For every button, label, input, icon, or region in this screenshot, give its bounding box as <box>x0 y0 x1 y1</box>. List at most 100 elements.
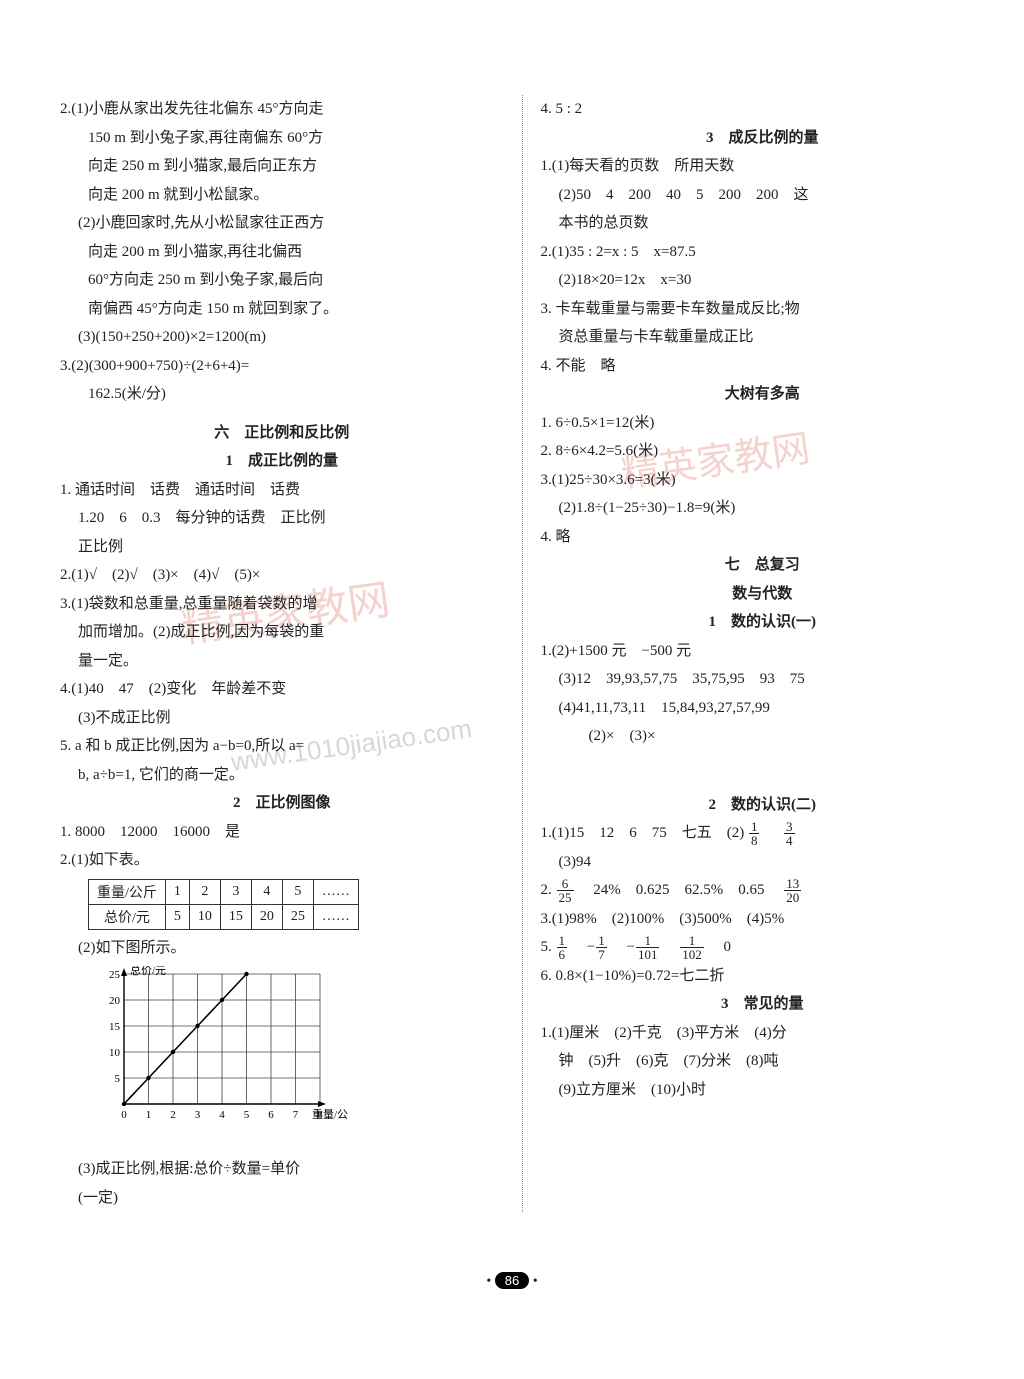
text: 2.(1)35 : 2=x : 5 x=87.5 <box>541 238 985 267</box>
table-cell: 25 <box>282 904 313 929</box>
text: 1.(2)+1500 元 −500 元 <box>541 637 985 666</box>
fraction: 625 <box>557 877 574 904</box>
text: 4. 不能 略 <box>541 352 985 381</box>
svg-text:3: 3 <box>195 1109 201 1121</box>
right-column: 4. 5 : 2 3 成反比例的量 1.(1)每天看的页数 所用天数 (2)50… <box>541 95 985 1212</box>
svg-text:7: 7 <box>293 1109 299 1121</box>
text: 1.(1)每天看的页数 所用天数 <box>541 152 985 181</box>
text: 2. <box>541 882 552 898</box>
svg-text:0: 0 <box>121 1109 127 1121</box>
numerator: 3 <box>784 820 795 834</box>
table-cell: 10 <box>189 904 220 929</box>
table-cell: 总价/元 <box>89 904 166 929</box>
text: 150 m 到小兔子家,再往南偏东 60°方 <box>60 124 504 153</box>
denominator: 25 <box>557 891 574 904</box>
text: 5. 16 −17 −1101 1102 0 <box>541 933 985 962</box>
text: (4)41,11,73,11 15,84,93,27,57,99 <box>541 694 985 723</box>
fraction: 17 <box>596 934 607 961</box>
text: (2)50 4 200 40 5 200 200 这 <box>541 181 985 210</box>
table-cell: 1 <box>165 879 189 904</box>
numerator: 6 <box>557 877 574 891</box>
text: 量一定。 <box>60 647 504 676</box>
fraction: 34 <box>784 820 795 847</box>
text: 南偏西 45°方向走 150 m 就回到家了。 <box>60 295 504 324</box>
text: 向走 200 m 就到小松鼠家。 <box>60 181 504 210</box>
text: 1. 通话时间 话费 通话时间 话费 <box>60 476 504 505</box>
text: 1. 6÷0.5×1=12(米) <box>541 409 985 438</box>
denominator: 7 <box>596 948 607 961</box>
denominator: 101 <box>636 948 660 961</box>
table-cell: 4 <box>251 879 282 904</box>
text: 2.(1)如下表。 <box>60 846 504 875</box>
text: (2)1.8÷(1−25÷30)−1.8=9(米) <box>541 494 985 523</box>
subsection-heading: 大树有多高 <box>541 380 985 409</box>
text: (3)不成正比例 <box>60 704 504 733</box>
text: 2.(1)√ (2)√ (3)× (4)√ (5)× <box>60 561 504 590</box>
text: 2. 625 24% 0.625 62.5% 0.65 1320 <box>541 876 985 905</box>
fraction: 18 <box>749 820 760 847</box>
text: (一定) <box>60 1184 504 1213</box>
page-footer: • 86 • <box>0 1272 1024 1290</box>
page-number: 86 <box>495 1272 529 1289</box>
numerator: 13 <box>784 877 801 891</box>
data-table: 重量/公斤 1 2 3 4 5 …… 总价/元 5 10 15 20 25 …… <box>88 879 359 930</box>
numerator: 1 <box>636 934 660 948</box>
text: 6. 0.8×(1−10%)=0.72=七二折 <box>541 962 985 991</box>
column-divider <box>522 95 523 1212</box>
text: 3.(1)25÷30×3.6=3(米) <box>541 466 985 495</box>
denominator: 20 <box>784 891 801 904</box>
svg-text:5: 5 <box>244 1109 250 1121</box>
numerator: 1 <box>596 934 607 948</box>
denominator: 6 <box>557 948 568 961</box>
text: 5. <box>541 939 552 955</box>
text: 1.20 6 0.3 每分钟的话费 正比例 <box>60 504 504 533</box>
text: 2.(1)小鹿从家出发先往北偏东 45°方向走 <box>60 95 504 124</box>
svg-text:1: 1 <box>146 1109 152 1121</box>
text: (2)小鹿回家时,先从小松鼠家往正西方 <box>60 209 504 238</box>
fraction: 1101 <box>636 934 660 961</box>
text: 3. 卡车载重量与需要卡车数量成反比;物 <box>541 295 985 324</box>
text: (3)12 39,93,57,75 35,75,95 93 75 <box>541 665 985 694</box>
text: 正比例 <box>60 533 504 562</box>
numerator: 1 <box>749 820 760 834</box>
subsection-heading: 2 正比例图像 <box>60 789 504 818</box>
table-cell: 15 <box>220 904 251 929</box>
text: 162.5(米/分) <box>60 380 504 409</box>
table-row: 重量/公斤 1 2 3 4 5 …… <box>89 879 359 904</box>
svg-text:15: 15 <box>109 1021 121 1033</box>
svg-text:10: 10 <box>109 1047 121 1059</box>
text: 1.(1)15 12 6 75 七五 (2) <box>541 825 745 841</box>
subsection-heading: 数与代数 <box>541 580 985 609</box>
text: (2)18×20=12x x=30 <box>541 266 985 295</box>
table-cell: …… <box>313 879 358 904</box>
svg-text:5: 5 <box>115 1073 121 1085</box>
table-cell: 5 <box>165 904 189 929</box>
subsection-heading: 2 数的认识(二) <box>541 791 985 820</box>
text: (2)如下图所示。 <box>60 934 504 963</box>
svg-text:2: 2 <box>170 1109 176 1121</box>
text: (2)× (3)× <box>541 722 985 751</box>
denominator: 4 <box>784 834 795 847</box>
text: 0 <box>708 939 731 955</box>
svg-text:重量/公斤: 重量/公斤 <box>312 1107 348 1121</box>
text: 5. a 和 b 成正比例,因为 a−b=0,所以 a= <box>60 732 504 761</box>
subsection-heading: 3 成反比例的量 <box>541 124 985 153</box>
left-column: 2.(1)小鹿从家出发先往北偏东 45°方向走 150 m 到小兔子家,再往南偏… <box>60 95 504 1212</box>
table-cell: 2 <box>189 879 220 904</box>
subsection-heading: 3 常见的量 <box>541 990 985 1019</box>
text: 3.(2)(300+900+750)÷(2+6+4)= <box>60 352 504 381</box>
page: 2.(1)小鹿从家出发先往北偏东 45°方向走 150 m 到小兔子家,再往南偏… <box>0 0 1024 1252</box>
text: 钟 (5)升 (6)克 (7)分米 (8)吨 <box>541 1047 985 1076</box>
table-cell: 5 <box>282 879 313 904</box>
text: 本书的总页数 <box>541 209 985 238</box>
text: (3)94 <box>541 848 985 877</box>
fraction: 16 <box>557 934 568 961</box>
fraction: 1102 <box>680 934 704 961</box>
subsection-heading: 1 成正比例的量 <box>60 447 504 476</box>
text: 向走 250 m 到小猫家,最后向正东方 <box>60 152 504 181</box>
chart-svg: 510152025012345678总价/元重量/公斤 <box>88 966 348 1146</box>
table-cell: 3 <box>220 879 251 904</box>
text: 资总重量与卡车载重量成正比 <box>541 323 985 352</box>
numerator: 1 <box>680 934 704 948</box>
line-chart: 510152025012345678总价/元重量/公斤 <box>88 966 504 1151</box>
